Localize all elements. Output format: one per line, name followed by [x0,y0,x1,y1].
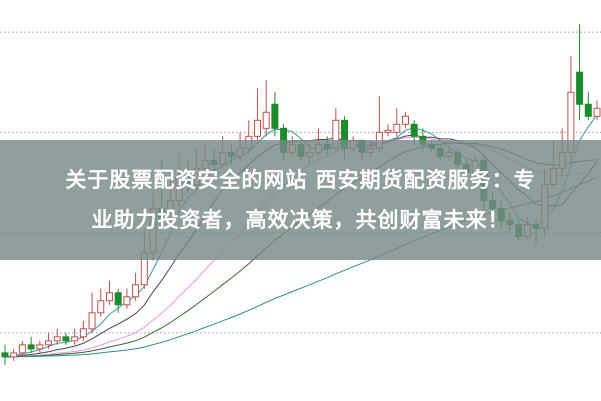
candle-body [576,71,584,105]
candle-body [27,344,35,350]
candle [253,88,261,141]
candle [27,336,35,353]
candle [97,288,105,317]
candle-body [88,312,96,330]
candle [393,108,401,137]
candle-body [393,123,401,133]
candle [262,80,270,137]
candle-body [45,340,53,346]
banner-line-2: 业助力投资者，高效决策，共创财富未来！ [91,208,510,232]
candle [45,332,53,349]
candle-body [401,115,409,125]
title-banner: 关于股票配资安全的网站 西安期货配资服务：专 业助力投资者，高效决策，共创财富未… [0,140,601,260]
candle-body [410,123,418,137]
candle-body [123,296,131,306]
candle-body [105,292,113,302]
candle [18,340,26,357]
candle-body [1,352,9,358]
candle [132,272,140,301]
candle [36,340,44,353]
candle [71,328,79,345]
candle [88,292,96,333]
candle [123,288,131,309]
candle [593,100,601,121]
candle [271,92,279,137]
candle-body [253,119,261,137]
candle [584,92,592,121]
candle-body [18,344,26,354]
candle-body [97,300,105,314]
candle-body [593,107,601,117]
candle-body [36,344,44,350]
candle [105,280,113,305]
candle [576,24,584,121]
candle [114,288,122,313]
candle-body [132,284,140,298]
candle-body [114,292,122,306]
candle [53,328,61,345]
candle [62,332,70,345]
banner-line-1: 关于股票配资安全的网站 西安期货配资服务：专 [65,168,536,192]
candle-body [10,352,18,358]
candle-body [262,111,270,129]
candle-body [584,103,592,117]
candle [79,320,87,341]
candle-body [271,103,279,129]
candle-body [71,336,79,342]
candle [1,344,9,365]
candle [401,112,409,129]
candle-body [384,129,392,133]
candle-body [79,328,87,338]
candle-body [62,336,70,342]
candle [10,348,18,361]
candle-body [53,336,61,342]
candle [384,124,392,137]
